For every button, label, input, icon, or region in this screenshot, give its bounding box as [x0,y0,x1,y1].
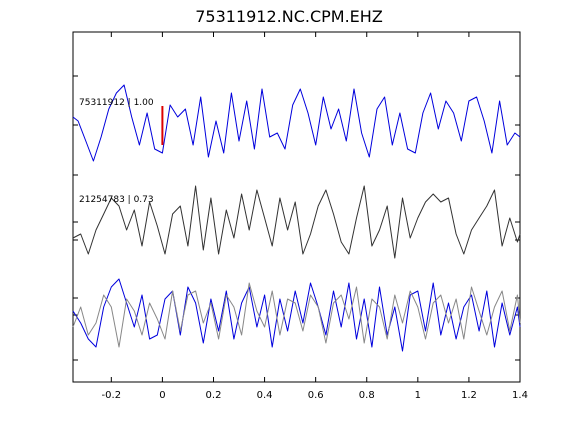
x-tick-label: 0.8 [359,390,375,401]
x-tick-label: 1 [415,390,421,401]
trace-panel: 21254783 | 0.73 [72,185,521,259]
trace-panel [72,278,521,352]
trace-label: 75311912 | 1.00 [79,98,154,108]
waveform-trace [72,282,521,348]
chart-title: 75311912.NC.CPM.EHZ [195,7,383,26]
waveform-trace [72,84,521,162]
x-tick-label: 0.4 [257,390,273,401]
x-tick-label: -0.2 [102,390,122,401]
x-tick-label: 1.4 [512,390,528,401]
x-axis: -0.2 0 0.2 0.4 0.6 0.8 1 1.2 1.4 [102,32,528,401]
x-tick-label: 0.6 [308,390,324,401]
plot-frame [72,31,521,383]
x-tick-label: 0.2 [206,390,222,401]
x-tick-label: 0 [159,390,165,401]
trace-panels: 75311912 | 1.00 21254783 | 0.73 [72,84,521,352]
x-tick-label: 1.2 [461,390,477,401]
trace-panel: 75311912 | 1.00 [72,84,521,162]
waveform-trace [72,278,521,352]
waveform-trace [72,185,521,259]
trace-label: 21254783 | 0.73 [79,195,154,205]
